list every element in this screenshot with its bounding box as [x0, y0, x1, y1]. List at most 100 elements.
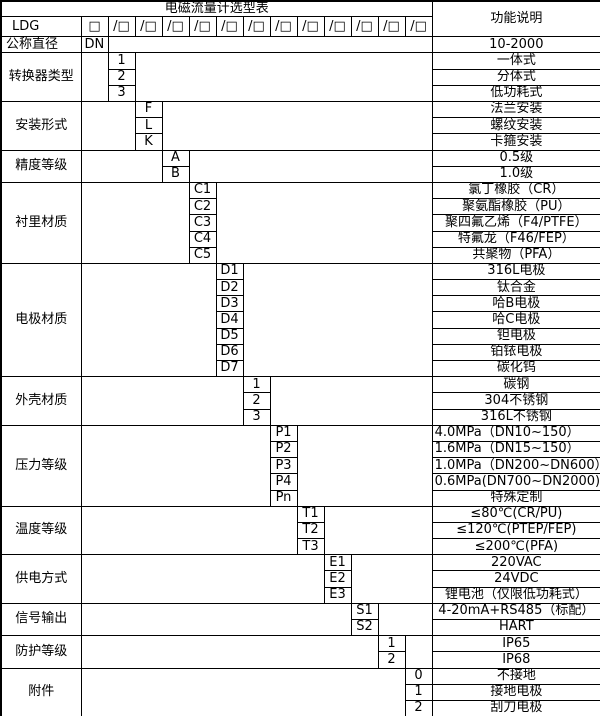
option-code-cell: S1: [350, 602, 379, 621]
option-code-cell: Pn: [269, 489, 298, 507]
option-code-cell: F: [134, 101, 163, 119]
model-code-slot: /□: [107, 16, 136, 38]
option-description-cell: 碳化钨: [431, 360, 600, 378]
option-code-cell: 1: [404, 683, 433, 701]
table-row: B 1.0级: [1, 165, 600, 183]
option-code-cell: D4: [215, 311, 244, 329]
group-label: 供电方式: [0, 554, 82, 604]
table-row: 1 接地电极: [1, 683, 600, 701]
option-description-cell: 法兰安装: [431, 101, 600, 119]
option-code-cell: C5: [188, 246, 217, 264]
option-code-cell: K: [134, 133, 163, 151]
function-description-header: 功能说明: [431, 0, 600, 38]
group-label: 防护等级: [0, 635, 82, 669]
spacer-cell: [80, 262, 217, 378]
table-title: 电磁流量计选型表: [0, 0, 433, 18]
option-description-cell: 304不锈钢: [431, 392, 600, 410]
option-description-cell: 哈C电极: [431, 311, 600, 329]
option-description-cell: 特殊定制: [431, 489, 600, 507]
spacer-cell: [404, 635, 433, 669]
option-description-cell: 特氟龙（F46/FEP）: [431, 230, 600, 248]
table-row: LDG □/□/□/□/□/□/□/□/□/□/□/□/□: [0, 16, 600, 38]
option-code-cell: DN: [80, 36, 109, 54]
option-description-cell: 刮刀电极: [431, 699, 600, 716]
table-row: 电极材质 D1 316L电极: [0, 262, 600, 378]
option-code-cell: P2: [269, 440, 298, 459]
model-code-slot: /□: [323, 16, 352, 38]
table-row: 供电方式 E1 220VAC: [0, 554, 600, 604]
option-description-cell: 接地电极: [431, 683, 600, 701]
option-description-cell: 0.6MPa(DN700~DN2000): [431, 473, 600, 491]
model-code-slot: /□: [296, 16, 325, 38]
model-code-slot: /□: [161, 16, 190, 38]
option-code-cell: P3: [269, 457, 298, 475]
spacer-cell: [80, 602, 352, 637]
table-row: L 螺纹安装: [1, 117, 600, 135]
option-description-cell: 分体式: [431, 68, 600, 86]
option-code-cell: D3: [215, 295, 244, 313]
option-description-cell: 钛合金: [431, 279, 600, 297]
spacer-cell: [377, 602, 433, 637]
option-description-cell: ≤120℃(PTEP/FEP): [431, 521, 600, 540]
option-description-cell: 碳钢: [431, 376, 600, 394]
option-description-cell: IP65: [431, 635, 600, 653]
table-row: 附件 0 不接地: [0, 667, 600, 716]
spacer-cell: [80, 101, 136, 151]
option-code-cell: 2: [107, 68, 136, 86]
spacer-cell: [80, 424, 271, 507]
option-code-cell: S2: [350, 619, 379, 637]
option-code-cell: C3: [188, 214, 217, 232]
group-label: 精度等级: [0, 149, 82, 183]
group-label: 公称直径: [0, 36, 82, 54]
option-description-cell: 316L电极: [431, 262, 600, 281]
model-code-slot: /□: [377, 16, 406, 38]
option-description-cell: ≤80℃(CR/PU): [431, 505, 600, 523]
option-code-cell: B: [161, 165, 190, 183]
spacer-cell: [269, 376, 433, 426]
option-description-cell: 聚氨酯橡胶（PU）: [431, 198, 600, 216]
group-label: 电极材质: [0, 262, 82, 378]
option-description-cell: 低功耗式: [431, 84, 600, 103]
spacer-cell: [80, 52, 109, 103]
group-label: 温度等级: [0, 505, 82, 556]
option-code-cell: 1: [242, 376, 271, 394]
table-row: Pn 特殊定制: [1, 489, 600, 507]
option-code-cell: 3: [242, 408, 271, 426]
spacer-cell: [242, 262, 433, 378]
spacer-cell: [323, 505, 433, 556]
table-row: 外壳材质 1 碳钢: [0, 376, 600, 426]
table-row: T3 ≤200℃(PFA): [1, 538, 600, 556]
group-label: 信号输出: [0, 602, 82, 637]
option-code-cell: C1: [188, 181, 217, 200]
option-code-cell: 1: [377, 635, 406, 653]
option-description-cell: 1.0MPa（DN200~DN600）: [431, 457, 600, 475]
table-row: 2 IP68: [1, 651, 600, 669]
spacer-cell: [188, 149, 433, 183]
option-description-cell: 聚四氟乙烯（F4/PTFE）: [431, 214, 600, 232]
table-row: C5 共聚物（PFA）: [1, 246, 600, 264]
option-code-cell: C2: [188, 198, 217, 216]
table-row: 温度等级 T1 ≤80℃(CR/PU): [0, 505, 600, 556]
option-description-cell: 氯丁橡胶（CR）: [431, 181, 600, 200]
option-description-cell: 316L不锈钢: [431, 408, 600, 426]
table-row: 转换器类型 1 一体式: [0, 52, 600, 103]
option-code-cell: 3: [107, 84, 136, 103]
model-code-slot: /□: [350, 16, 379, 38]
option-code-cell: 0: [404, 667, 433, 685]
table-row: P4 0.6MPa(DN700~DN2000): [1, 473, 600, 491]
option-code-cell: P1: [269, 424, 298, 442]
spacer-cell: [80, 667, 406, 716]
table-row: 精度等级 A 0.5级: [0, 149, 600, 183]
option-code-cell: D1: [215, 262, 244, 281]
option-code-cell: T2: [296, 521, 325, 540]
option-description-cell: 卡箍安装: [431, 133, 600, 151]
option-code-cell: E1: [323, 554, 352, 572]
option-code-cell: A: [161, 149, 190, 167]
option-description-cell: HART: [431, 619, 600, 637]
model-code-box: □: [80, 16, 109, 38]
spacer-cell: [80, 376, 244, 426]
model-code-slot: /□: [242, 16, 271, 38]
table-row: 电磁流量计选型表 功能说明: [0, 0, 600, 38]
